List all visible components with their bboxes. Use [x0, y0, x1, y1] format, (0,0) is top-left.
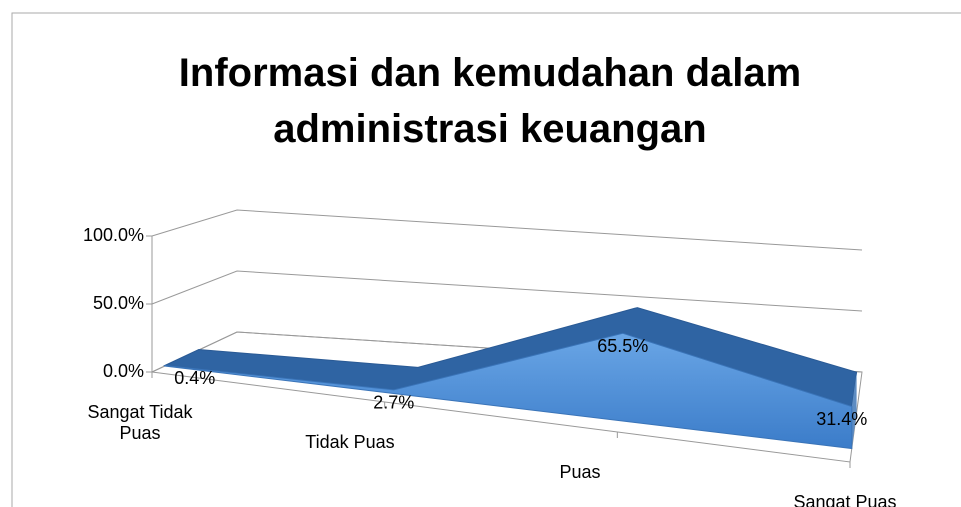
- area-end: [851, 372, 857, 449]
- x-tick-label: Puas: [559, 462, 601, 482]
- data-label: 31.4%: [816, 409, 867, 429]
- chart-title: Informasi dan kemudahan dalam administra…: [178, 51, 802, 151]
- data-label: 65.5%: [597, 336, 648, 356]
- x-tick-label: Tidak Puas: [305, 432, 395, 452]
- area-front: [164, 332, 853, 450]
- x-tick-label: Sangat Tidak Puas: [87, 402, 193, 443]
- y-tick-label: 50.0%: [93, 293, 144, 313]
- data-label: 0.4%: [174, 368, 215, 388]
- x-tick-label: Sangat Puas: [793, 492, 897, 507]
- data-label: 2.7%: [373, 393, 414, 413]
- y-tick-label: 0.0%: [103, 361, 144, 381]
- grid-line: [151, 270, 863, 312]
- grid-line: [151, 209, 863, 251]
- y-tick-label: 100.0%: [83, 225, 144, 245]
- frame: [11, 12, 961, 507]
